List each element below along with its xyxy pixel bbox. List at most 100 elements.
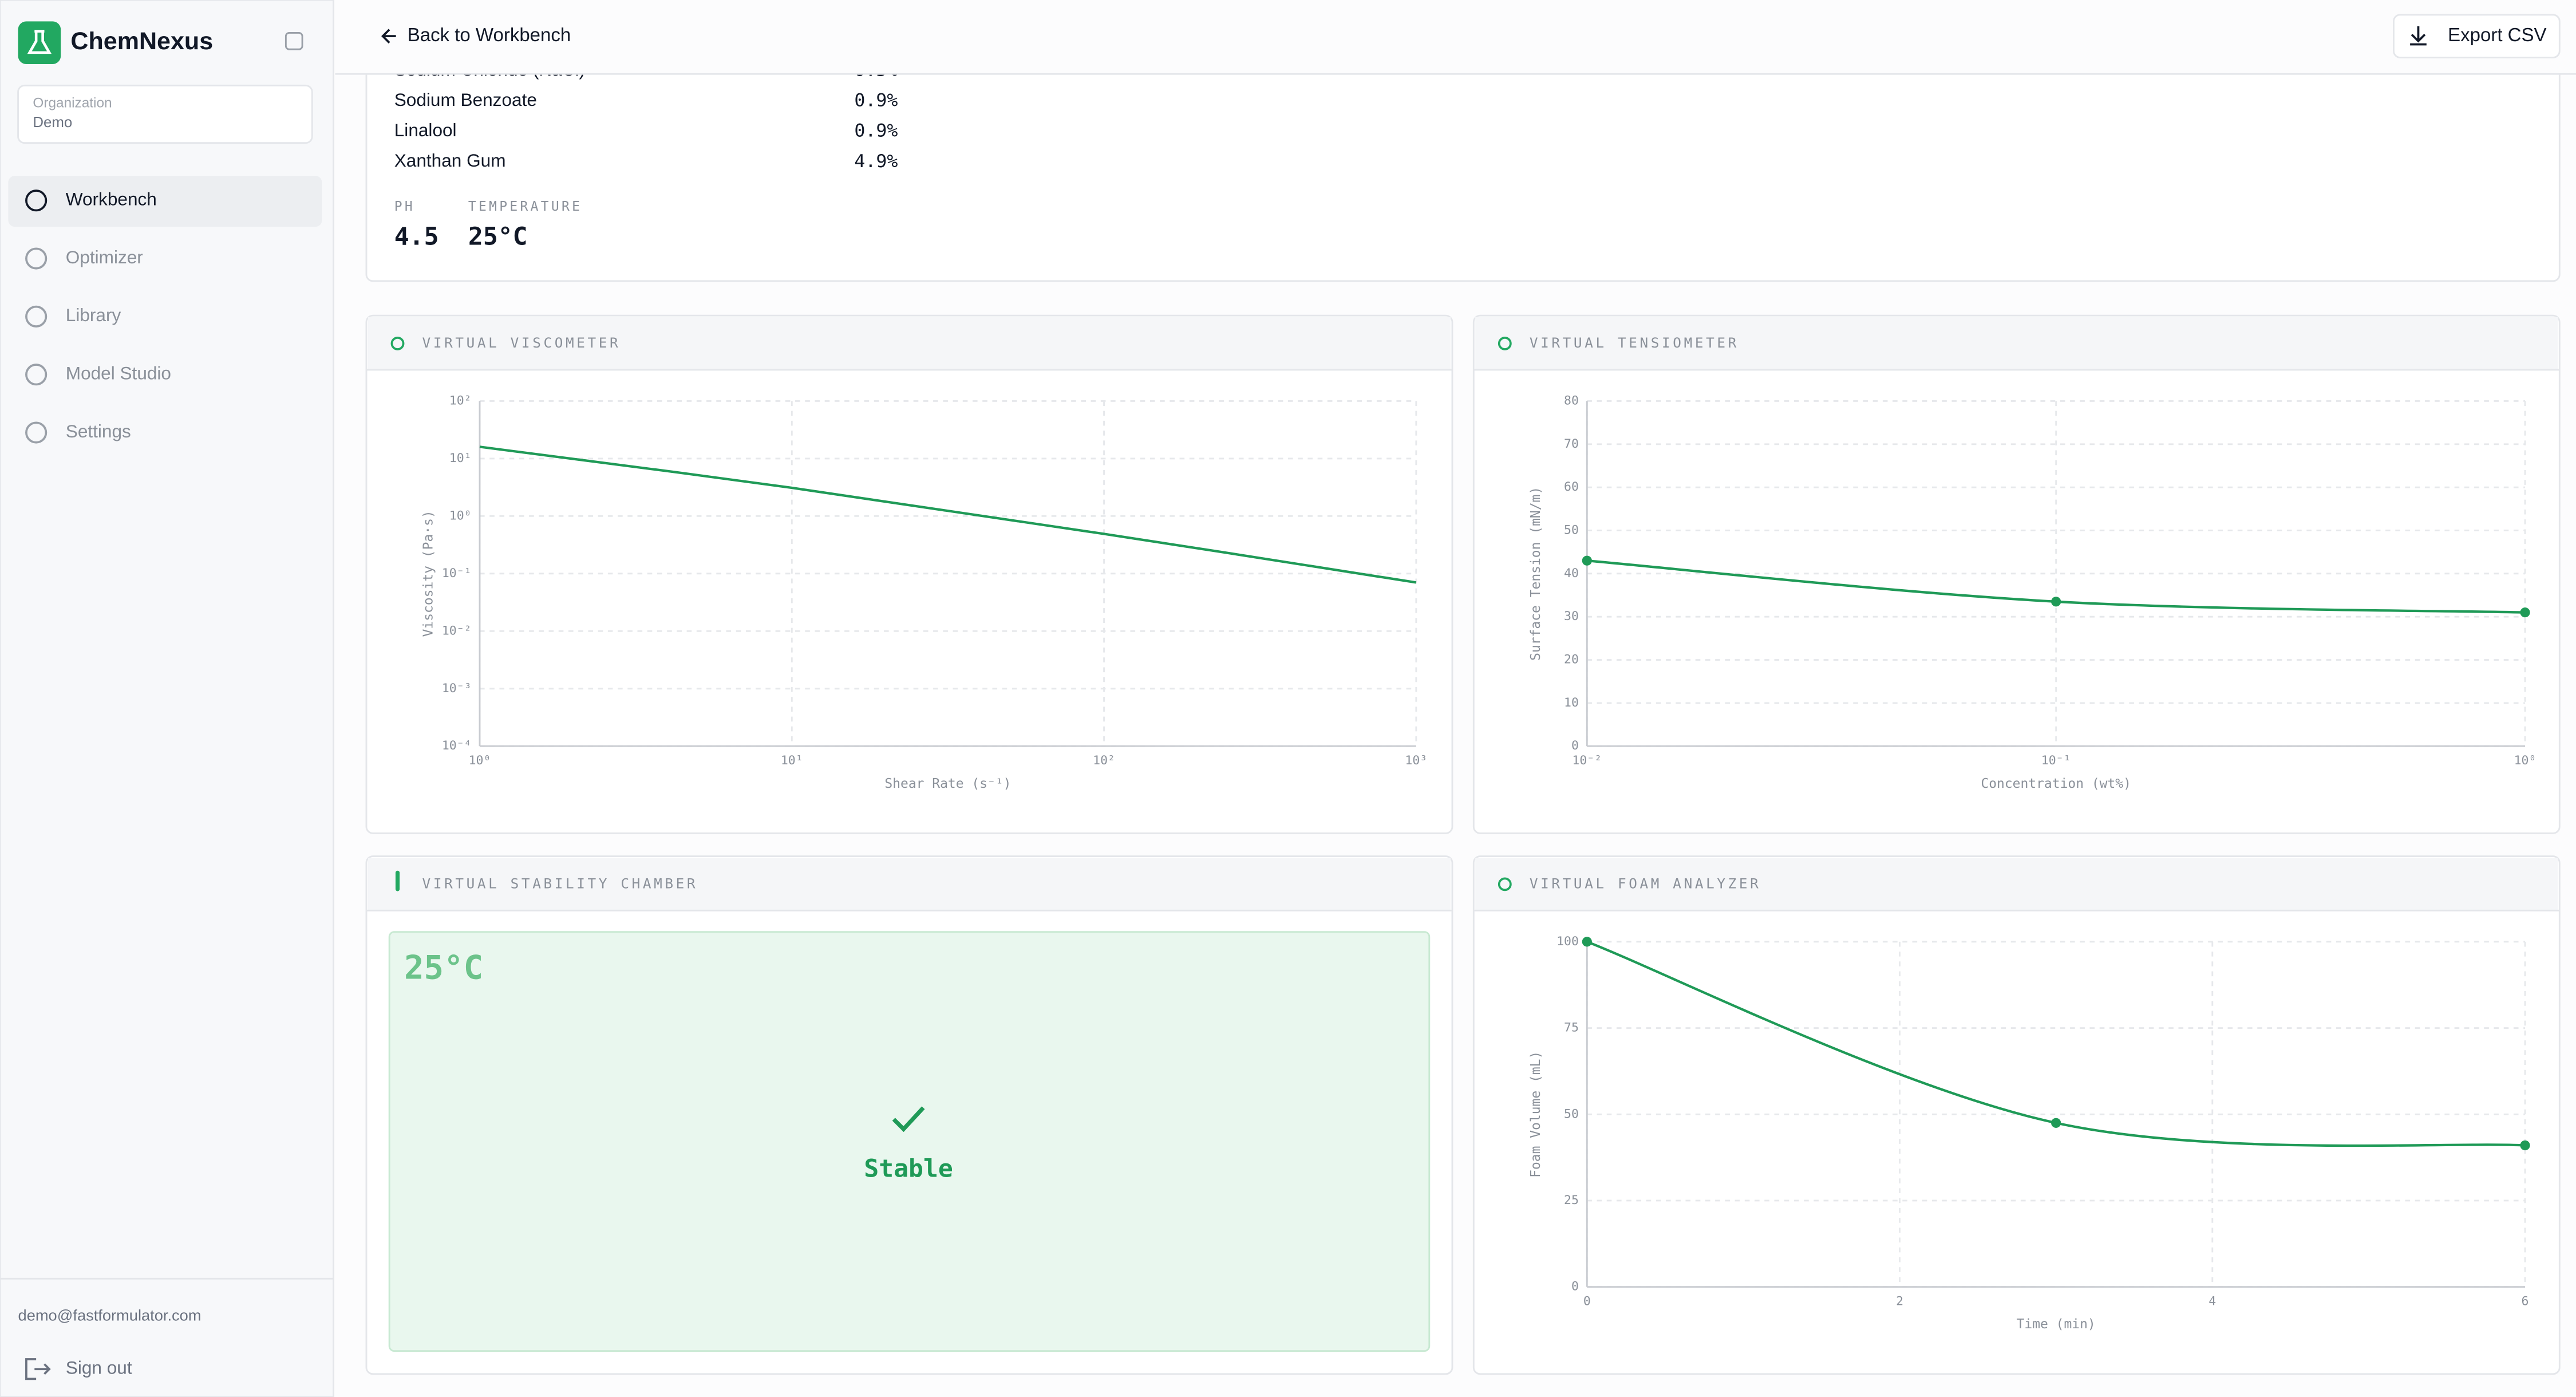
check-icon — [892, 1106, 925, 1132]
stability-status: Stable — [864, 1154, 953, 1183]
y-tick-label: 60 — [1564, 480, 1579, 494]
y-axis-label: Surface Tension (mN/m) — [1528, 487, 1543, 661]
x-tick-label: 6 — [2522, 1295, 2529, 1309]
y-tick-label: 50 — [1564, 1107, 1579, 1121]
x-axis-label: Time (min) — [2017, 1317, 2096, 1332]
nav-item[interactable]: Optimizer — [66, 247, 143, 267]
org-label: Organization — [33, 95, 112, 111]
stability-box — [388, 931, 1431, 1352]
nav-item[interactable]: Workbench — [66, 189, 157, 210]
y-tick-label: 0 — [1571, 739, 1579, 753]
x-tick-label: 10⁻² — [1572, 753, 1602, 768]
y-tick-label: 10² — [449, 393, 472, 408]
x-tick-label: 10² — [1093, 753, 1115, 768]
nav-icon — [25, 190, 48, 212]
temperature-value: 25°C — [468, 223, 528, 251]
y-tick-label: 75 — [1564, 1021, 1579, 1035]
export-label: Export CSV — [2448, 24, 2546, 45]
panel-header — [368, 858, 1451, 911]
y-tick-label: 40 — [1564, 566, 1579, 581]
y-tick-label: 10⁰ — [449, 508, 472, 523]
ingredient-amount: 0.9% — [854, 121, 898, 141]
y-tick-label: 10⁻¹ — [442, 566, 472, 581]
data-point — [2051, 597, 2061, 607]
x-tick-label: 10⁻¹ — [2041, 753, 2071, 768]
panel-header — [1475, 317, 2558, 370]
x-tick-label: 0 — [1583, 1295, 1591, 1309]
panel-title: VIRTUAL STABILITY CHAMBER — [422, 875, 698, 891]
header — [335, 0, 2576, 74]
data-point — [2051, 1118, 2061, 1128]
y-tick-label: 25 — [1564, 1193, 1579, 1207]
y-tick-label: 50 — [1564, 523, 1579, 537]
data-line — [479, 445, 1417, 584]
y-tick-label: 70 — [1564, 437, 1579, 451]
panel-icon — [1498, 877, 1512, 891]
ingredient-amount: 4.9% — [854, 151, 898, 172]
nav-item[interactable]: Library — [66, 305, 121, 325]
nav-icon — [25, 247, 48, 270]
panel — [365, 314, 1453, 834]
y-tick-label: 30 — [1564, 609, 1579, 623]
x-tick-label: 10⁰ — [2514, 753, 2537, 768]
y-tick-label: 100 — [1556, 934, 1579, 949]
data-point — [1582, 555, 1592, 566]
nav-item[interactable]: Model Studio — [66, 363, 171, 384]
y-tick-label: 10⁻² — [442, 623, 472, 638]
ingredient-name: Linalool — [394, 120, 457, 140]
data-point — [2520, 607, 2530, 618]
x-tick-label: 4 — [2208, 1295, 2216, 1309]
export-button[interactable] — [2393, 14, 2561, 58]
panel-header — [1475, 858, 2558, 911]
y-tick-label: 10⁻³ — [442, 681, 472, 696]
x-tick-label: 2 — [1896, 1295, 1903, 1309]
nav-item[interactable]: Settings — [66, 421, 131, 441]
ingredient-name: Sodium Benzoate — [394, 89, 537, 110]
nav-active — [8, 176, 322, 227]
y-tick-label: 10 — [1564, 696, 1579, 710]
y-tick-label: 10¹ — [449, 451, 472, 465]
panel-icon — [1498, 337, 1512, 350]
data-point — [1582, 937, 1592, 947]
panel — [1472, 855, 2561, 1375]
back-icon — [381, 29, 396, 44]
panel-title: VIRTUAL VISCOMETER — [422, 334, 621, 351]
panel-header — [368, 317, 1451, 370]
data-point — [2520, 1140, 2530, 1151]
user-email: demo@fastformulator.com — [18, 1307, 202, 1324]
ingredient-amount: 0.9% — [854, 90, 898, 111]
sign-out-icon — [25, 1358, 51, 1380]
y-tick-label: 0 — [1571, 1280, 1579, 1294]
ingredient-name: Xanthan Gum — [394, 150, 506, 171]
sign-out[interactable]: Sign out — [66, 1357, 132, 1378]
nav-icon — [25, 305, 48, 327]
stability-temperature: 25°C — [404, 948, 483, 986]
back-button[interactable]: Back to Workbench — [408, 24, 571, 45]
panel-icon — [390, 337, 405, 350]
export-icon — [2410, 26, 2427, 46]
temperature-label: TEMPERATURE — [468, 199, 582, 214]
ph-value: 4.5 — [394, 223, 439, 251]
collapse-button[interactable] — [285, 31, 303, 50]
logo — [18, 21, 61, 64]
logo-icon — [27, 30, 52, 54]
y-tick-label: 20 — [1564, 653, 1579, 667]
panel-title: VIRTUAL TENSIOMETER — [1530, 334, 1739, 351]
y-axis-label: Foam Volume (mL) — [1528, 1051, 1543, 1178]
y-tick-label: 10⁻⁴ — [442, 739, 472, 753]
org-name: Demo — [33, 115, 72, 131]
ph-label: PH — [394, 199, 415, 214]
x-tick-label: 10⁰ — [469, 753, 491, 768]
y-tick-label: 80 — [1564, 393, 1579, 408]
sidebar — [0, 0, 335, 1397]
panel-title: VIRTUAL FOAM ANALYZER — [1530, 875, 1761, 891]
x-tick-label: 10¹ — [781, 753, 803, 768]
x-axis-label: Concentration (wt%) — [1981, 776, 2131, 791]
nav-icon — [25, 364, 48, 386]
org-box[interactable] — [17, 84, 313, 144]
x-tick-label: 10³ — [1405, 753, 1427, 768]
brand: ChemNexus — [70, 27, 213, 55]
y-axis-label: Viscosity (Pa·s) — [421, 510, 436, 637]
